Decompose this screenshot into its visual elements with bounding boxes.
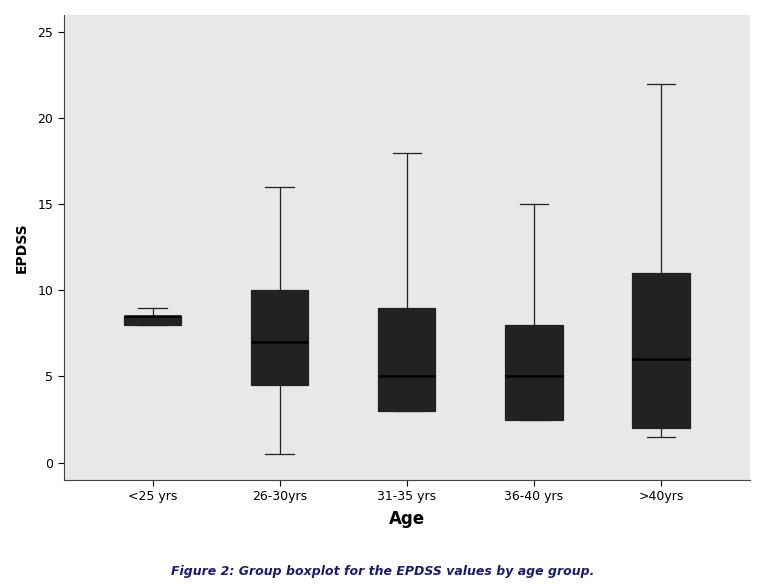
PathPatch shape [378, 308, 435, 411]
Text: Figure 2: Group boxplot for the EPDSS values by age group.: Figure 2: Group boxplot for the EPDSS va… [171, 565, 594, 578]
PathPatch shape [633, 273, 689, 428]
X-axis label: Age: Age [389, 510, 425, 528]
PathPatch shape [506, 325, 562, 419]
Y-axis label: EPDSS: EPDSS [15, 222, 29, 273]
PathPatch shape [124, 316, 181, 325]
PathPatch shape [251, 290, 308, 385]
